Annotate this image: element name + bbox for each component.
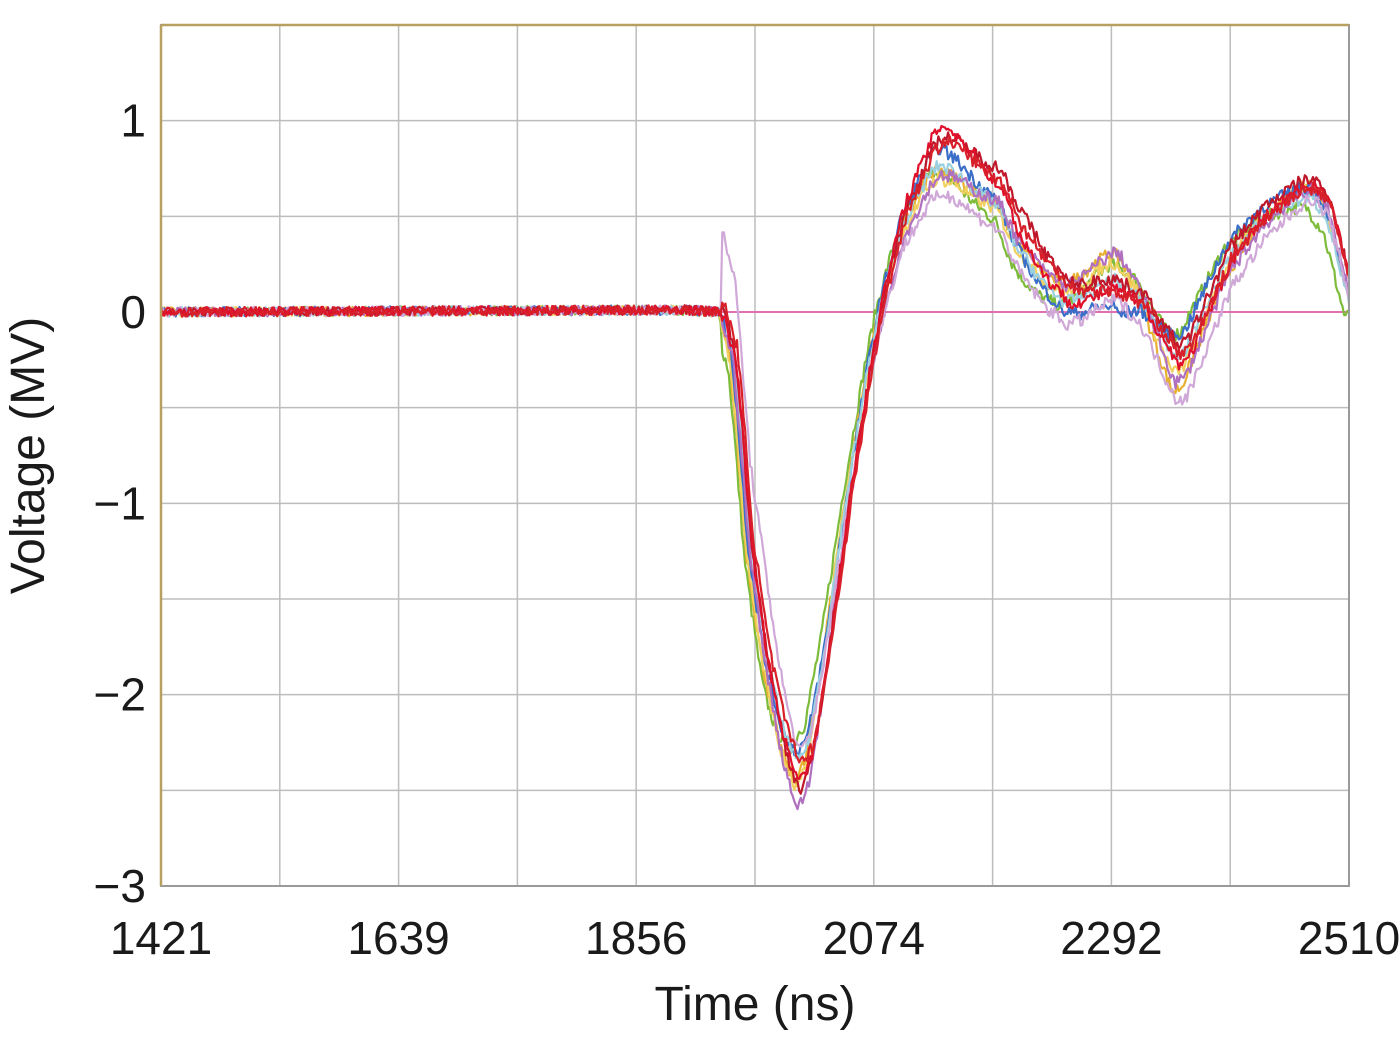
x-tick-label: 1856 [585, 912, 687, 964]
x-tick-label: 2510 [1298, 912, 1400, 964]
x-tick-label: 2292 [1060, 912, 1162, 964]
x-tick-labels: 1421 1639 1856 2074 2292 2510 [110, 912, 1400, 964]
series-line [159, 124, 1351, 780]
x-tick-label: 1639 [347, 912, 449, 964]
x-tick-label: 1421 [110, 912, 212, 964]
series-line [160, 135, 1350, 764]
y-tick-label: 1 [120, 95, 146, 147]
x-tick-label: 2074 [823, 912, 925, 964]
x-axis-label: Time (ns) [655, 978, 856, 1031]
y-axis-label: Voltage (MV) [2, 317, 55, 594]
series-layer [159, 124, 1351, 811]
y-tick-labels: 1 0 −1 −2 −3 [94, 95, 146, 912]
y-tick-label: −1 [94, 477, 146, 529]
grid [160, 24, 1350, 887]
y-tick-label: 0 [120, 286, 146, 338]
y-tick-label: −3 [94, 860, 146, 912]
y-tick-label: −2 [94, 669, 146, 721]
